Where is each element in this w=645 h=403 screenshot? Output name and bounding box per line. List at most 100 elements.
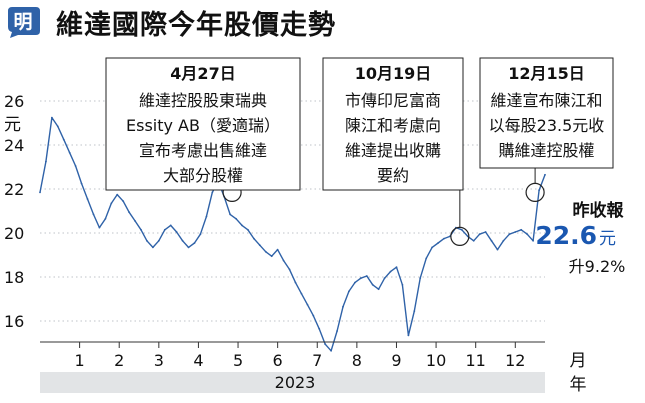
y-tick-label: 26 xyxy=(4,92,24,111)
data-point xyxy=(538,189,540,192)
x-tick-label: 11 xyxy=(466,351,486,370)
annotation-line: 以每股23.5元收 xyxy=(489,116,605,135)
data-point xyxy=(229,213,232,216)
data-point xyxy=(98,226,101,229)
data-point xyxy=(62,138,65,141)
annotation-line: 要約 xyxy=(377,166,409,185)
data-point xyxy=(193,242,196,244)
data-point xyxy=(443,237,445,240)
data-point xyxy=(383,277,386,280)
annotation-marker xyxy=(450,226,470,246)
x-tick-label: 7 xyxy=(312,351,322,370)
data-point xyxy=(401,283,404,286)
summary-callout: 昨收報 22.6 元 升9.2% xyxy=(535,200,625,276)
data-point xyxy=(116,193,119,196)
summary-unit: 元 xyxy=(599,229,616,249)
data-point xyxy=(437,242,439,244)
data-point xyxy=(472,239,475,242)
data-point xyxy=(330,349,332,352)
annotation-line: 購維達控股權 xyxy=(498,141,594,160)
summary-change: 升9.2% xyxy=(569,257,626,276)
data-point xyxy=(288,268,291,271)
data-point xyxy=(211,191,214,194)
data-point xyxy=(478,233,481,236)
year-label: 2023 xyxy=(275,373,316,392)
x-tick-label: 1 xyxy=(75,351,85,370)
data-point xyxy=(235,217,238,220)
annotation-line: 維達控股股東瑞典 xyxy=(139,91,267,110)
data-point xyxy=(300,292,303,295)
summary-value: 22.6 xyxy=(535,221,597,250)
data-point xyxy=(68,151,71,154)
data-point xyxy=(270,255,273,258)
y-axis-unit-label: 元 xyxy=(4,115,21,135)
data-point xyxy=(163,228,166,231)
x-tick-label: 12 xyxy=(505,351,525,370)
data-point xyxy=(544,173,546,176)
data-point xyxy=(425,257,428,260)
data-point xyxy=(348,290,350,293)
data-point xyxy=(80,182,83,185)
data-point xyxy=(45,160,47,163)
data-point xyxy=(460,228,463,231)
data-point xyxy=(514,231,517,233)
annotation-line: 市傳印尼富商 xyxy=(345,91,441,110)
annotation-line: 宣布考慮出售維達 xyxy=(139,141,267,160)
y-axis: 元 16 18 20 22 24 26 xyxy=(4,92,24,331)
price-line xyxy=(39,116,546,352)
x-axis-unit-year: 年 xyxy=(570,375,587,395)
data-point xyxy=(282,259,285,262)
data-point xyxy=(324,343,327,346)
data-point xyxy=(419,277,422,280)
annotation-box xyxy=(479,57,614,169)
annotation-line: 維達宣布陳江和 xyxy=(490,91,602,110)
annotation-date: 10月19日 xyxy=(355,64,432,83)
data-point xyxy=(371,283,374,286)
logo-badge-char: 明 xyxy=(13,11,32,33)
price-series xyxy=(39,116,546,352)
data-point xyxy=(134,220,137,222)
annotation-line: 陳江和考慮向 xyxy=(345,116,441,135)
data-point xyxy=(318,327,321,330)
annotation-marker xyxy=(525,182,545,202)
chart-title: 維達國際今年股價走勢 xyxy=(56,10,336,41)
data-point xyxy=(336,330,338,332)
data-point xyxy=(110,202,113,205)
data-point xyxy=(51,116,53,119)
data-point xyxy=(490,239,493,242)
data-point xyxy=(276,248,279,251)
data-point xyxy=(140,228,142,231)
data-point xyxy=(359,277,362,280)
data-point xyxy=(431,246,433,249)
y-tick-label: 16 xyxy=(4,312,24,331)
data-point xyxy=(86,198,89,200)
data-point xyxy=(199,233,202,236)
data-point xyxy=(169,224,172,227)
data-point xyxy=(258,244,261,247)
data-point xyxy=(152,246,154,249)
data-point xyxy=(181,239,184,242)
data-point xyxy=(365,275,368,277)
y-tick-label: 20 xyxy=(4,224,24,243)
data-point xyxy=(294,281,297,284)
annotation-box xyxy=(105,57,301,191)
data-point xyxy=(532,239,534,242)
data-point xyxy=(395,266,398,269)
data-point xyxy=(175,231,178,233)
x-tick-label: 5 xyxy=(233,351,243,370)
annotation-date: 4月27日 xyxy=(170,64,235,83)
data-point xyxy=(520,228,523,231)
data-point xyxy=(104,217,107,220)
data-point xyxy=(56,125,59,128)
data-point xyxy=(354,281,356,284)
x-axis: 2023 月 年 1 2 3 4 5 6 7 8 9 10 11 12 xyxy=(40,341,587,395)
data-point xyxy=(39,191,41,194)
x-axis-unit-month: 月 xyxy=(570,351,587,371)
data-point xyxy=(264,250,267,253)
data-point xyxy=(312,314,315,317)
data-point xyxy=(389,270,392,273)
data-point xyxy=(484,231,487,233)
